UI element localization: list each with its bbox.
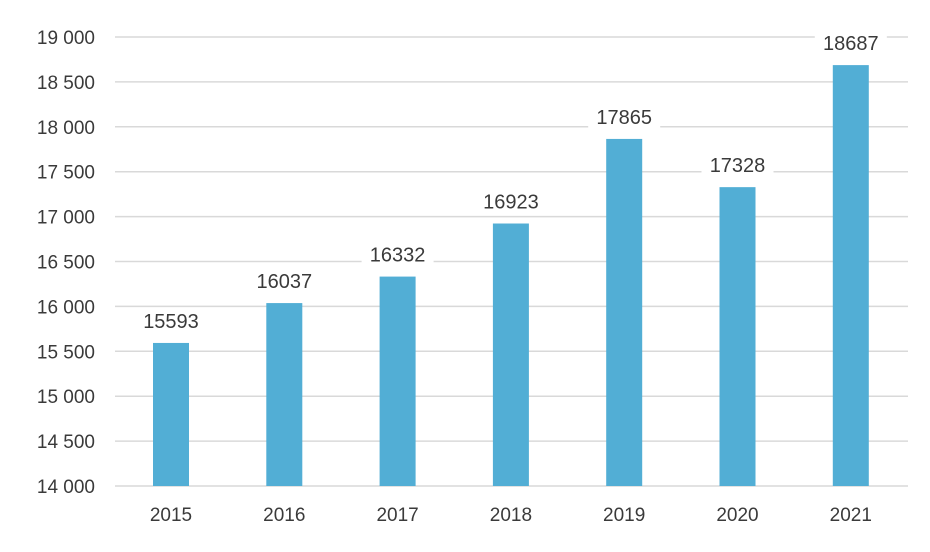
data-label-background-2017 [361, 244, 434, 269]
x-axis-tick-labels: 2015 2016 2017 2018 2019 2020 2021 [150, 505, 872, 526]
y-tick-label-16000: 16 000 [37, 297, 95, 318]
data-label-background-2020 [701, 155, 774, 180]
y-tick-label-14500: 14 500 [37, 432, 95, 453]
y-axis-tick-labels: 14 000 14 500 15 000 15 500 16 000 16 500 17 0… [37, 28, 95, 498]
data-label-2021: 18687 [823, 33, 879, 55]
x-tick-label-2021: 2021 [830, 505, 872, 526]
y-tick-label-15500: 15 500 [37, 342, 95, 363]
bar-2017 [379, 276, 416, 486]
x-tick-label-2015: 2015 [150, 505, 192, 526]
data-label-2016: 16037 [256, 271, 312, 293]
y-tick-label-17500: 17 500 [37, 163, 95, 184]
data-label-background-2018 [474, 191, 547, 216]
x-tick-label-2019: 2019 [603, 505, 645, 526]
y-tick-label-17000: 17 000 [37, 208, 95, 229]
bar-2020 [719, 187, 756, 486]
data-label-background-2016 [248, 271, 321, 296]
x-tick-label-2020: 2020 [716, 505, 758, 526]
x-tick-label-2018: 2018 [490, 505, 532, 526]
data-label-background-2015 [135, 310, 207, 335]
data-label-2017: 16332 [370, 245, 426, 267]
y-tick-label-14000: 14 000 [37, 477, 95, 498]
bar-2021 [832, 65, 869, 487]
x-tick-label-2017: 2017 [376, 505, 418, 526]
bar-2018 [492, 223, 529, 487]
bars [153, 65, 869, 487]
data-label-background-2019 [588, 106, 661, 131]
y-tick-label-18000: 18 000 [37, 118, 95, 139]
y-tick-label-19000: 19 000 [37, 28, 95, 49]
data-label-background-2021 [814, 33, 887, 58]
data-label-2015: 15593 [143, 311, 199, 333]
bar-2016 [266, 303, 303, 486]
data-label-2019: 17865 [596, 107, 652, 129]
data-label-2018: 16923 [483, 192, 539, 214]
bar-2015 [153, 342, 189, 486]
x-tick-label-2016: 2016 [263, 505, 305, 526]
data-label-2020: 17328 [710, 155, 766, 177]
y-tick-label-18500: 18 500 [37, 73, 95, 94]
bar-2019 [606, 138, 643, 486]
y-tick-label-15000: 15 000 [37, 387, 95, 408]
data-labels: 15593 16037 16332 16923 17865 17328 18687 [135, 33, 887, 335]
y-tick-label-16500: 16 500 [37, 253, 95, 274]
